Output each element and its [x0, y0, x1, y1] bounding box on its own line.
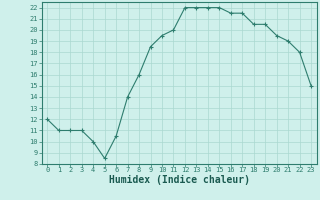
- X-axis label: Humidex (Indice chaleur): Humidex (Indice chaleur): [109, 175, 250, 185]
